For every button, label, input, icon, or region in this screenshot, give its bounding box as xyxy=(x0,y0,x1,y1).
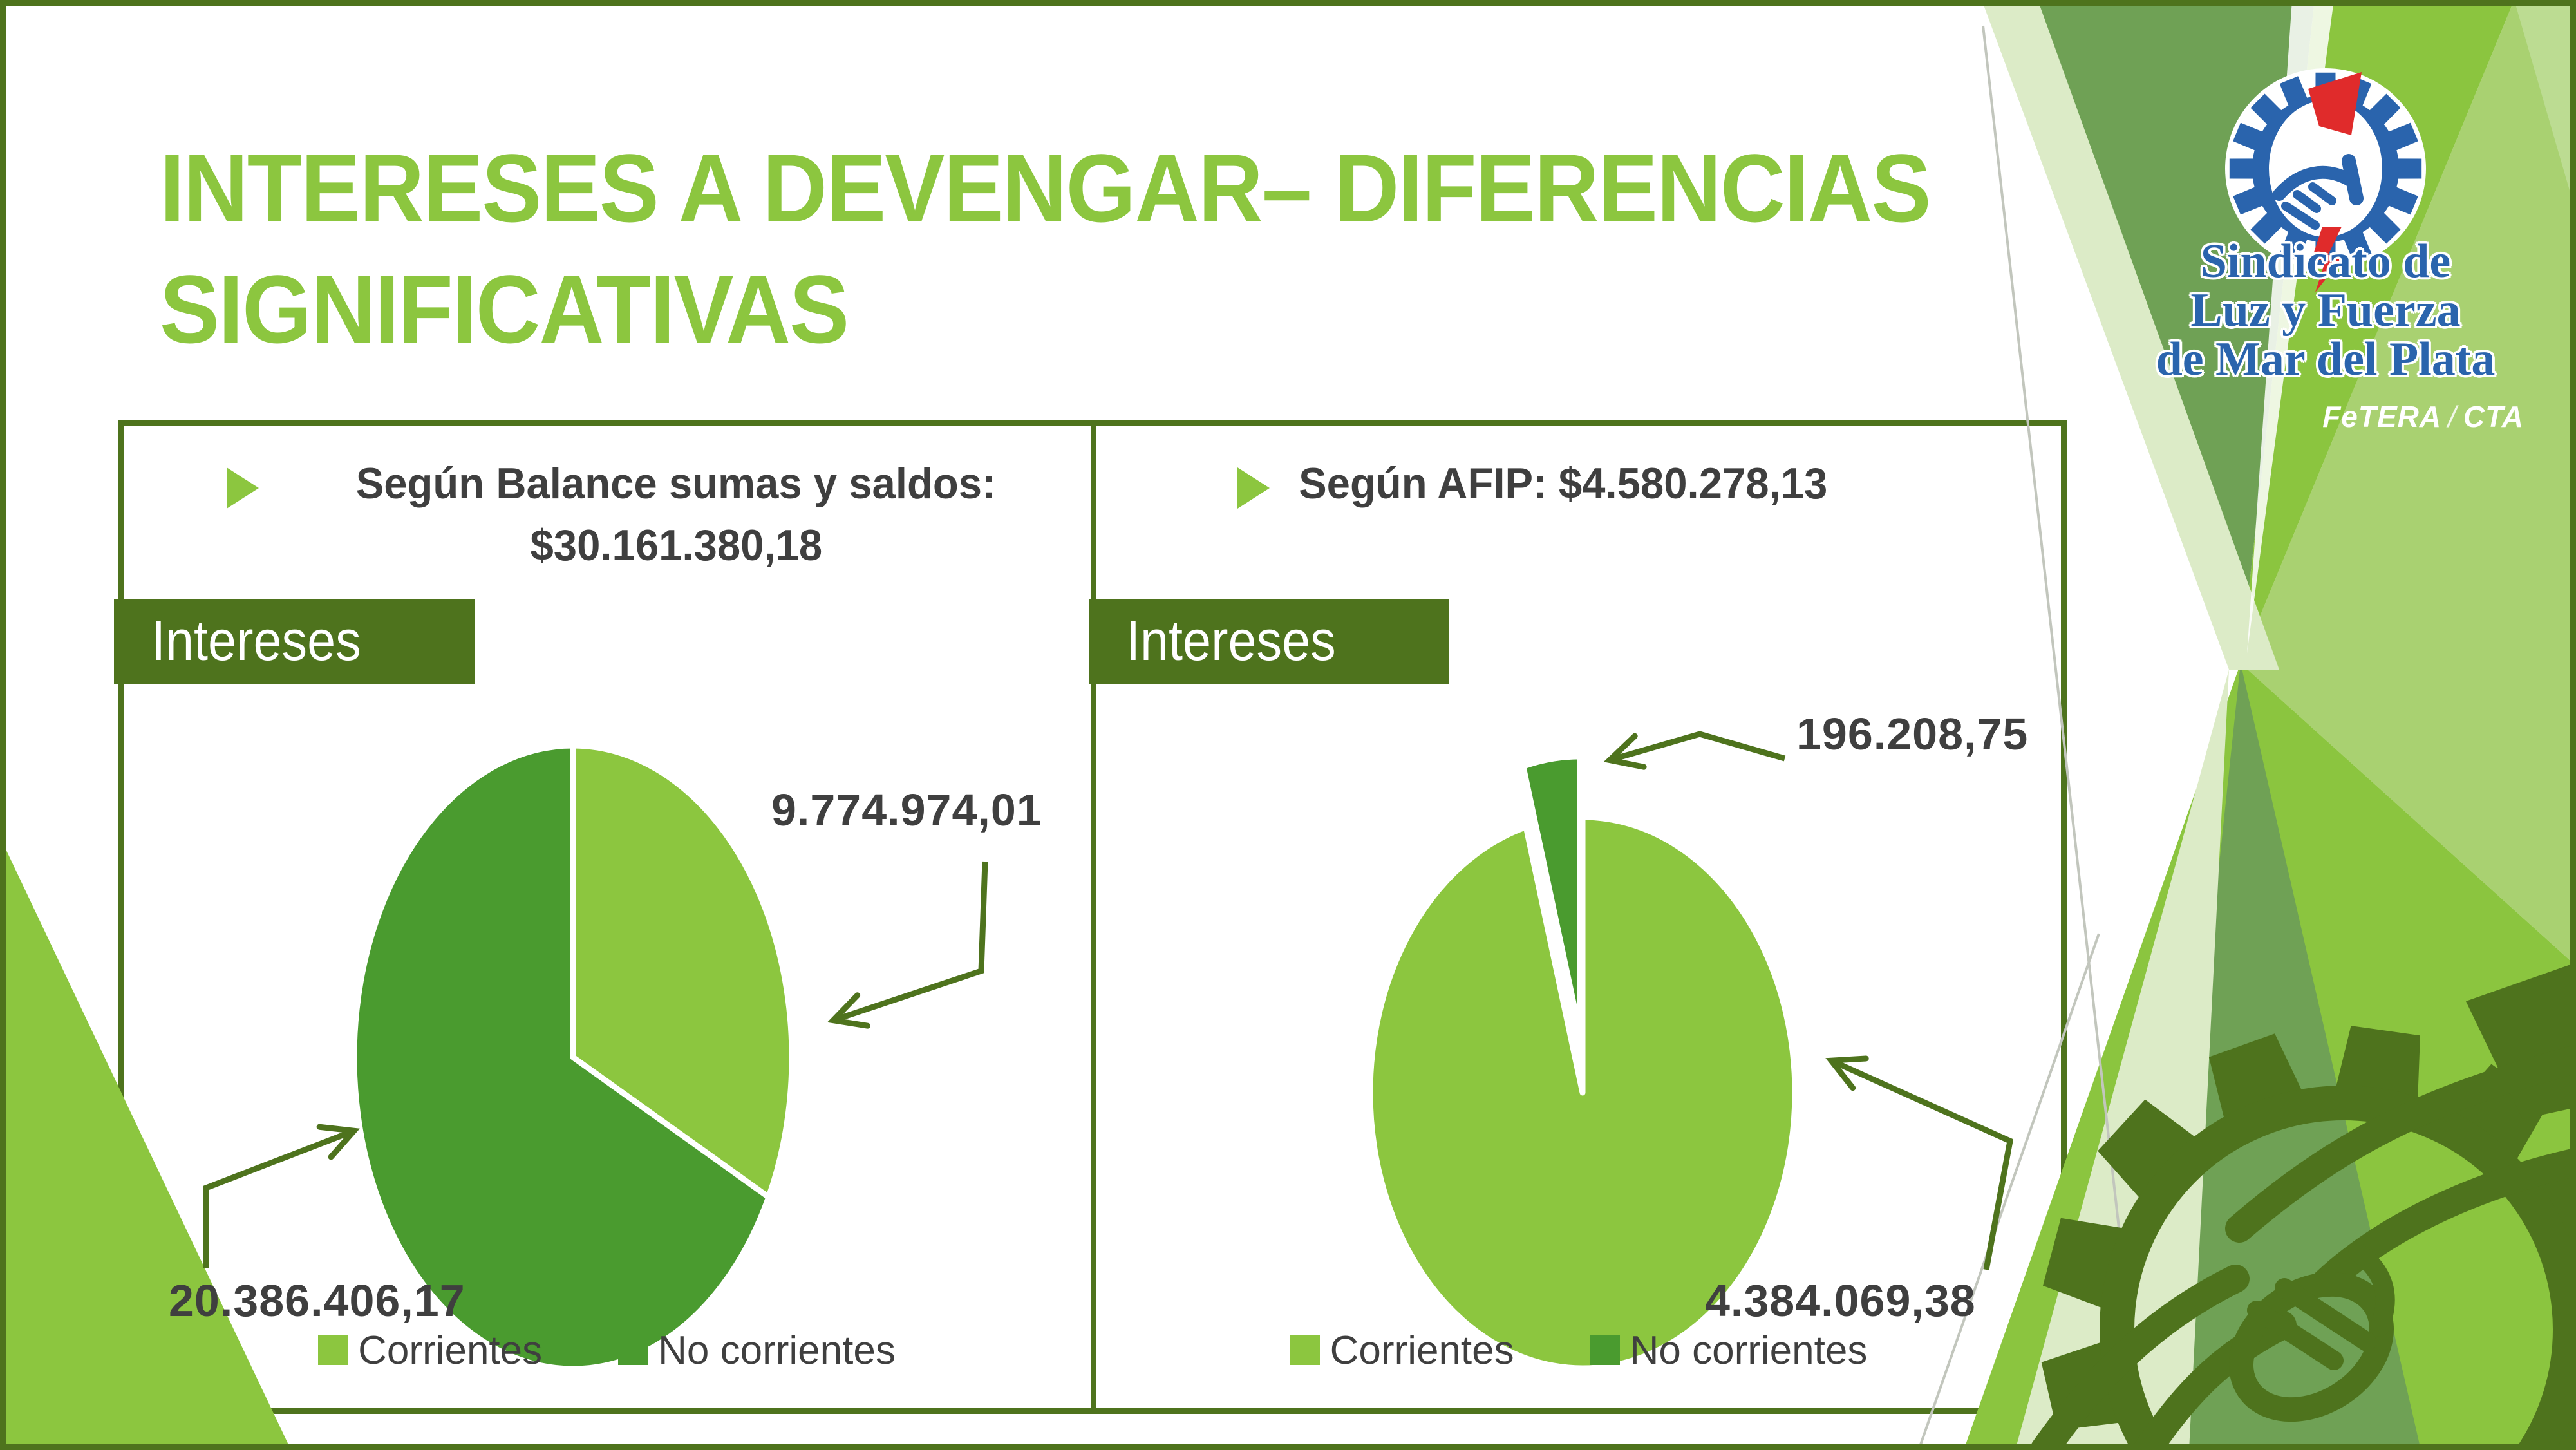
thin-diagonal-line xyxy=(1982,25,2145,1450)
legend-label: Corrientes xyxy=(1330,1328,1514,1373)
arrow-no-corrientes-right xyxy=(1603,731,1786,770)
logo-handshake-icon xyxy=(2273,154,2364,230)
legend-item: No corrientes xyxy=(618,1328,896,1373)
legend-item: Corrientes xyxy=(1290,1328,1514,1373)
left-header-line1: Según Balance sumas y saldos: xyxy=(355,459,997,508)
data-label-corrientes-right: 4.384.069,38 xyxy=(1705,1276,1976,1326)
gear-tooth xyxy=(2335,1026,2420,1102)
logo-gear-icon xyxy=(2225,68,2426,292)
arrow-corrientes-right xyxy=(1825,1055,2014,1270)
legend-swatch-no-corrientes xyxy=(1590,1335,1620,1365)
arrow-corrientes-left xyxy=(827,861,988,1029)
legend-label: No corrientes xyxy=(1630,1328,1868,1373)
left-chart-title: Intereses xyxy=(151,608,361,672)
right-diagonal-bands xyxy=(1917,0,2576,1450)
logo-separator: / xyxy=(2448,400,2457,433)
legend-label: Corrientes xyxy=(358,1328,543,1373)
right-chart-title: Intereses xyxy=(1126,608,1336,672)
bullet-triangle-icon xyxy=(1237,467,1270,509)
pie-slice-no-corrientes xyxy=(351,742,772,1372)
arrow-no-corrientes-left xyxy=(203,1124,360,1268)
slide-title-line2: SIGNIFICATIVAS xyxy=(160,255,849,363)
bullet-triangle-icon xyxy=(227,467,259,509)
legend-label: No corrientes xyxy=(658,1328,896,1373)
right-panel-header: Según AFIP: $4.580.278,13 xyxy=(1288,453,1838,514)
logo-org-line2: Luz y Fuerza xyxy=(2190,284,2461,337)
bottom-left-triangle xyxy=(0,837,291,1450)
gear-tooth xyxy=(2098,1099,2199,1201)
logo-fetera: FeTERA xyxy=(2322,400,2442,433)
data-label-no-corrientes-right: 196.208,75 xyxy=(1796,709,2029,759)
legend-left: Corrientes No corrientes xyxy=(123,1328,1091,1373)
logo-org-line3: de Mar del Plata xyxy=(2156,333,2496,386)
legend-swatch-corrientes xyxy=(1290,1335,1320,1365)
callout-arrows xyxy=(203,731,2014,1270)
left-panel-header: Según Balance sumas y saldos: $30.161.38… xyxy=(277,453,1075,576)
pie-slice-corrientes xyxy=(1367,814,1798,1371)
pie-slice-corrientes xyxy=(570,742,795,1200)
slide-title-line1: INTERESES A DEVENGAR– DIFERENCIAS xyxy=(160,134,1932,242)
thin-diagonal-line xyxy=(1917,933,2100,1450)
right-header-text: Según AFIP: $4.580.278,13 xyxy=(1299,459,1828,508)
data-label-no-corrientes-left: 20.386.406,17 xyxy=(169,1276,465,1326)
left-header-line2: $30.161.380,18 xyxy=(530,521,822,570)
watermark-gear-handshake-icon xyxy=(2030,963,2576,1450)
pie-chart-afip xyxy=(1367,753,1798,1371)
logo-org-line1: Sindicato de xyxy=(2200,235,2451,288)
legend-swatch-no-corrientes xyxy=(618,1335,648,1365)
logo-lightning-icon xyxy=(2311,227,2345,292)
legend-item: Corrientes xyxy=(318,1328,542,1373)
left-chart-title-box: Intereses xyxy=(114,599,475,684)
logo-cta: CTA xyxy=(2463,400,2524,433)
logo-federation-line: FeTERA / CTA xyxy=(2163,399,2524,434)
pie-chart-balance xyxy=(351,742,795,1372)
logo-flag-icon xyxy=(2308,72,2362,135)
right-chart-title-box: Intereses xyxy=(1089,599,1449,684)
logo-org-name: Sindicato de Luz y Fuerza de Mar del Pla… xyxy=(2035,237,2576,384)
pie-slice-no-corrientes xyxy=(1520,753,1583,1035)
legend-right: Corrientes No corrientes xyxy=(1096,1328,2061,1373)
data-label-corrientes-left: 9.774.974,01 xyxy=(771,785,1042,835)
legend-item: No corrientes xyxy=(1590,1328,1868,1373)
legend-swatch-corrientes xyxy=(318,1335,348,1365)
slide-title: INTERESES A DEVENGAR– DIFERENCIAS SIGNIF… xyxy=(160,127,1950,370)
panel-divider xyxy=(1091,420,1096,1414)
